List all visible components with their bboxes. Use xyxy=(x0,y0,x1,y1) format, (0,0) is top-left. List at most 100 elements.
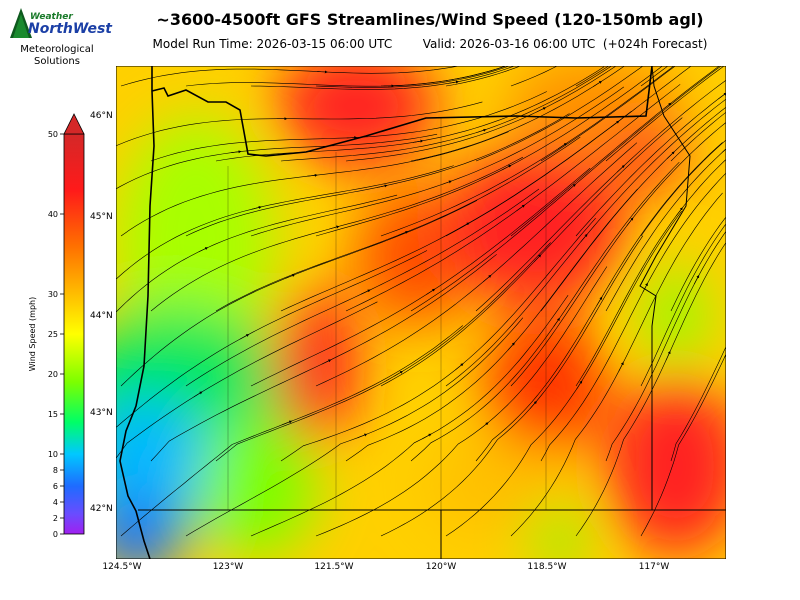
logo-org-line2: Solutions xyxy=(34,56,80,67)
streamline-arrow xyxy=(460,222,470,228)
streamline-arrow xyxy=(476,128,487,133)
longitude-label: 120°W xyxy=(425,562,457,572)
model-run-label: Model Run Time: xyxy=(152,37,253,51)
logo-brand-main: NorthWest xyxy=(28,21,112,37)
state-border-east xyxy=(639,66,691,510)
streamline xyxy=(670,216,726,312)
colorbar-tick-label: 0 xyxy=(53,530,58,539)
colorbar-tick-label: 2 xyxy=(53,514,58,523)
valid-time: 2026-03-16 06:00 UTC xyxy=(459,37,596,51)
streamline xyxy=(445,66,522,87)
latitude-label: 42°N xyxy=(90,504,113,514)
valid-label: Valid: xyxy=(422,37,456,51)
colorbar-tick-label: 6 xyxy=(53,482,58,491)
streamline-arrow xyxy=(662,102,672,110)
streamline-arrow xyxy=(483,274,492,282)
streamline-arrow xyxy=(596,296,603,306)
latitude-label: 43°N xyxy=(90,408,113,418)
model-run-time: 2026-03-15 06:00 UTC xyxy=(256,37,393,51)
longitude-label: 124.5°W xyxy=(102,562,142,572)
longitude-label: 118.5°W xyxy=(527,562,567,572)
streamline-arrow xyxy=(665,350,671,361)
streamline-arrow xyxy=(567,183,576,191)
latitude-label: 44°N xyxy=(90,311,113,321)
streamline-arrow xyxy=(198,247,209,253)
streamline xyxy=(640,139,726,237)
streamline-arrow xyxy=(377,184,388,188)
streamline-arrow xyxy=(422,433,432,440)
page-title: ~3600-4500ft GFS Streamlines/Wind Speed … xyxy=(156,10,704,29)
colorbar-tick-label: 30 xyxy=(48,290,58,299)
colorbar-tick-label: 4 xyxy=(53,498,58,507)
streamline xyxy=(380,66,507,87)
colorbar-tick-label: 50 xyxy=(48,130,58,139)
weather-northwest-logo: Weather NorthWest Meteorological Solutio… xyxy=(10,6,112,70)
colorbar-tick-label: 40 xyxy=(48,210,58,219)
longitude-label: 117°W xyxy=(638,562,670,572)
colorbar-label: Wind Speed (mph) xyxy=(28,297,37,371)
streamline-arrow xyxy=(357,433,368,439)
streamline-arrow xyxy=(251,206,262,210)
streamline-arrow xyxy=(455,363,464,371)
forecast-hour: (+024h Forecast) xyxy=(602,37,708,51)
streamline-arrow xyxy=(448,80,459,84)
streamline-arrow xyxy=(533,254,542,263)
streamline xyxy=(540,66,676,162)
streamline-arrow xyxy=(580,233,588,242)
streamline xyxy=(670,346,726,462)
streamline-arrow xyxy=(321,359,332,365)
latitude-label: 46°N xyxy=(90,111,113,121)
streamline-arrow xyxy=(307,173,318,177)
streamline-arrow xyxy=(193,391,203,398)
streamline-arrow xyxy=(576,380,583,390)
colorbar-gradient xyxy=(63,133,85,535)
longitude-label: 121.5°W xyxy=(314,562,354,572)
wind-speed-map xyxy=(116,66,726,559)
streamline-arrow xyxy=(282,420,293,425)
streamline xyxy=(475,66,644,162)
colorbar-tick-label: 15 xyxy=(48,410,58,419)
streamline-arrow xyxy=(507,342,515,351)
streamline-arrow xyxy=(360,289,371,295)
streamline-arrow xyxy=(529,400,537,409)
colorbar-tick-label: 25 xyxy=(48,330,58,339)
streamline-arrow xyxy=(553,317,560,327)
streamline-arrow xyxy=(718,92,726,100)
oregon-coastline xyxy=(119,66,653,559)
streamline xyxy=(605,66,725,162)
streamline-arrow xyxy=(593,80,603,87)
streamline-arrow xyxy=(724,353,726,358)
streamline-arrow xyxy=(666,151,675,159)
streamline-arrow xyxy=(426,288,436,295)
county-border xyxy=(227,116,547,510)
logo-org-line1: Meteorological xyxy=(20,44,94,55)
wind-streamlines xyxy=(116,66,726,537)
streamline-arrow xyxy=(398,230,409,236)
colorbar-tick-label: 8 xyxy=(53,466,58,475)
streamline xyxy=(640,223,726,387)
streamline-arrow xyxy=(502,165,512,171)
streamline-arrow xyxy=(441,180,452,185)
tree-logo-icon xyxy=(10,8,32,38)
latitude-label: 45°N xyxy=(90,212,113,222)
colorbar-tick-label: 10 xyxy=(48,450,58,459)
logo-org-name: Meteorological Solutions xyxy=(10,44,104,68)
logo-brand-top: Weather xyxy=(30,12,73,22)
wind-speed-colorbar: 0 2 4 6 8 10 15 20 25 30 40 50 Wind Speed (mph) xyxy=(28,113,85,539)
streamline-arrow xyxy=(239,334,250,340)
streamline-arrow xyxy=(412,139,424,143)
streamline-arrow xyxy=(329,225,340,230)
streamline xyxy=(640,353,726,537)
streamline-arrow xyxy=(618,361,624,372)
streamline-arrow xyxy=(693,274,700,285)
streamline-arrow xyxy=(626,217,634,226)
streamline-arrow xyxy=(536,107,547,113)
streamline-arrow xyxy=(480,422,489,430)
streamline-arrow xyxy=(285,274,296,279)
colorbar-tick-label: 20 xyxy=(48,370,58,379)
streamline-arrow xyxy=(231,150,242,154)
longitude-label: 123°W xyxy=(212,562,244,572)
streamline-arrow xyxy=(616,164,625,173)
colorbar-extend-arrow xyxy=(63,113,85,135)
streamline-arrow xyxy=(676,207,683,216)
